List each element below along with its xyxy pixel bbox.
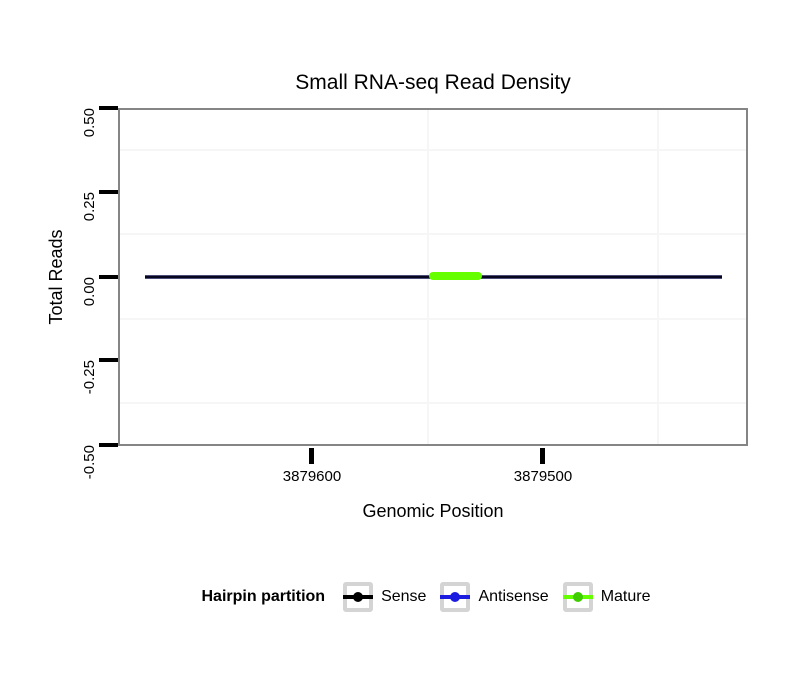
y-tick-label: -0.50 <box>81 445 98 480</box>
minor-gridline-horizontal <box>120 149 746 151</box>
y-axis-title: Total Reads <box>46 229 66 325</box>
x-axis-title: Genomic Position <box>362 501 504 521</box>
y-axis-tick <box>99 190 118 194</box>
y-tick-label: -0.25 <box>81 360 98 395</box>
x-tick-label: 3879600 <box>282 468 342 485</box>
legend-key-antisense <box>440 582 471 612</box>
x-tick-label: 3879500 <box>513 468 573 485</box>
plot-panel <box>118 108 748 446</box>
mature-dot-icon <box>572 592 583 602</box>
legend-label-mature: Mature <box>600 588 651 605</box>
minor-gridline-horizontal <box>120 233 746 235</box>
legend-key-mature <box>562 582 593 612</box>
antisense-dot-icon <box>450 592 461 602</box>
y-axis-tick <box>99 443 118 447</box>
sense-dot-icon <box>353 592 364 602</box>
minor-gridline-horizontal <box>120 318 746 320</box>
legend-label-antisense: Antisense <box>478 588 549 605</box>
minor-gridline-horizontal <box>120 402 746 404</box>
legend-label-sense: Sense <box>381 588 427 605</box>
x-axis-tick <box>309 448 314 464</box>
x-axis-tick <box>540 448 545 464</box>
y-tick-label: 0.00 <box>81 277 98 307</box>
y-tick-label: 0.25 <box>81 192 98 222</box>
plot-title: Small RNA-seq Read Density <box>295 71 571 94</box>
legend-title: Hairpin partition <box>201 588 326 605</box>
y-tick-label: 0.50 <box>81 108 98 138</box>
mature-segment <box>429 272 482 280</box>
y-axis-tick <box>99 358 118 362</box>
legend: Hairpin partition Sense Antisense Mature <box>118 582 748 612</box>
legend-key-sense <box>343 582 374 612</box>
y-axis-tick <box>99 275 118 279</box>
y-axis-tick <box>99 106 118 110</box>
